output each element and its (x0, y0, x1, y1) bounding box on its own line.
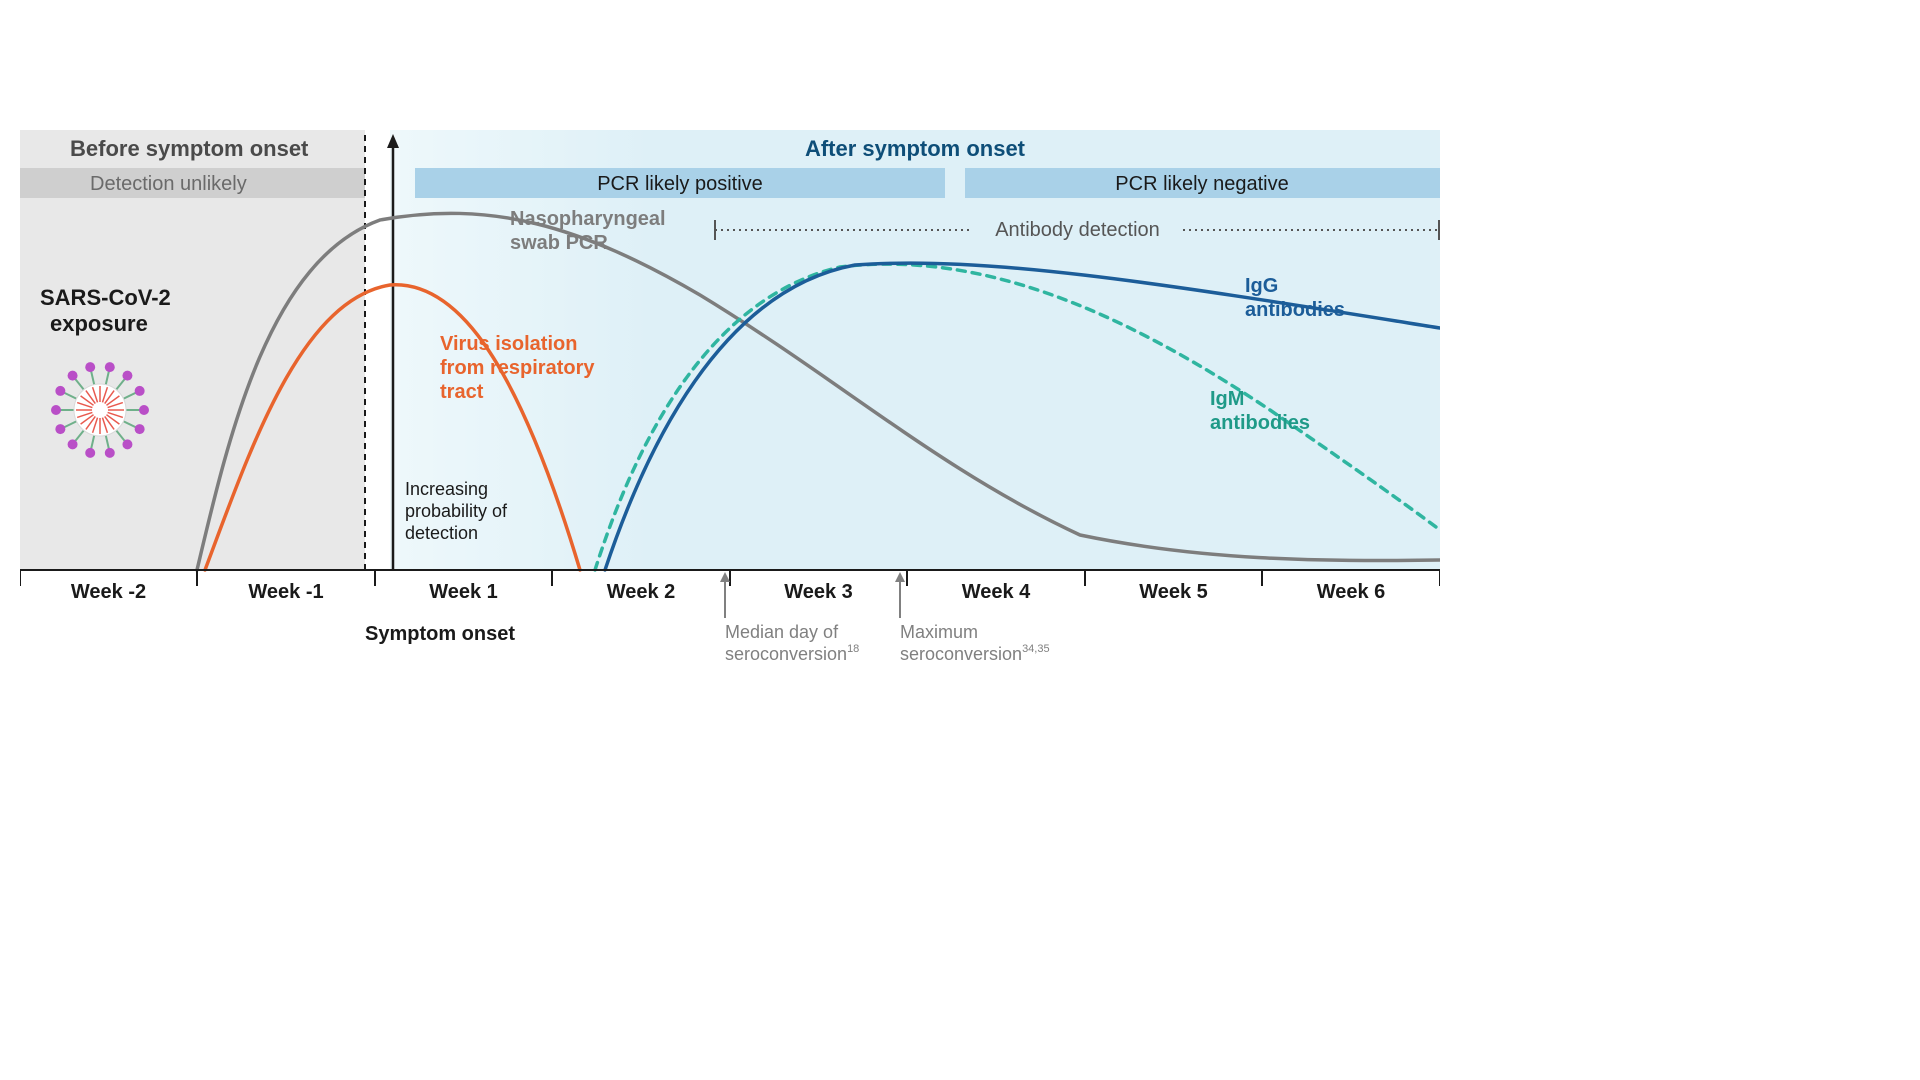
max-arrowhead (895, 572, 905, 582)
curve-virus_isolation-label: from respiratory (440, 357, 595, 379)
week-label: Week 4 (962, 581, 1031, 603)
exposure-label: exposure (50, 311, 148, 336)
probability-label: Increasing (405, 479, 488, 499)
exposure-label: SARS-CoV-2 (40, 285, 171, 310)
median-sup: 18 (847, 643, 859, 655)
header-before-sub: Detection unlikely (90, 173, 247, 195)
header-after-title: After symptom onset (805, 136, 1026, 161)
week-label: Week 3 (784, 581, 853, 603)
median-label: seroconversion18 (725, 643, 859, 664)
curve-igg-label: IgG (1245, 275, 1278, 297)
header-before-title: Before symptom onset (70, 136, 309, 161)
timeline-chart: Before symptom onset Detection unlikely Af… (20, 130, 1440, 690)
symptom-onset-label: Symptom onset (365, 623, 515, 645)
curve-igm-label: IgM (1210, 388, 1244, 410)
curve-pcr-label: swab PCR (510, 232, 608, 254)
antibody-label: Antibody detection (995, 219, 1160, 241)
curve-igm-label: antibodies (1210, 412, 1310, 434)
week-label: Week -1 (248, 581, 323, 603)
week-label: Week -2 (71, 581, 146, 603)
curve-igg-label: antibodies (1245, 299, 1345, 321)
curve-virus_isolation-label: Virus isolation (440, 333, 577, 355)
curve-virus_isolation-label: tract (440, 381, 484, 403)
week-label: Week 1 (429, 581, 498, 603)
median-label: Median day of (725, 622, 839, 642)
pcr-pos-label: PCR likely positive (597, 173, 763, 195)
max-label: Maximum (900, 622, 978, 642)
pcr-neg-label: PCR likely negative (1115, 173, 1288, 195)
chart-svg: Before symptom onset Detection unlikely Af… (20, 130, 1440, 690)
probability-label: probability of (405, 501, 508, 521)
week-label: Week 5 (1139, 581, 1208, 603)
median-arrowhead (720, 572, 730, 582)
week-label: Week 2 (607, 581, 676, 603)
max-label: seroconversion34,35 (900, 643, 1050, 664)
week-label: Week 6 (1317, 581, 1386, 603)
curve-pcr-label: Nasopharyngeal (510, 208, 666, 230)
probability-label: detection (405, 523, 478, 543)
max-sup: 34,35 (1022, 643, 1050, 655)
